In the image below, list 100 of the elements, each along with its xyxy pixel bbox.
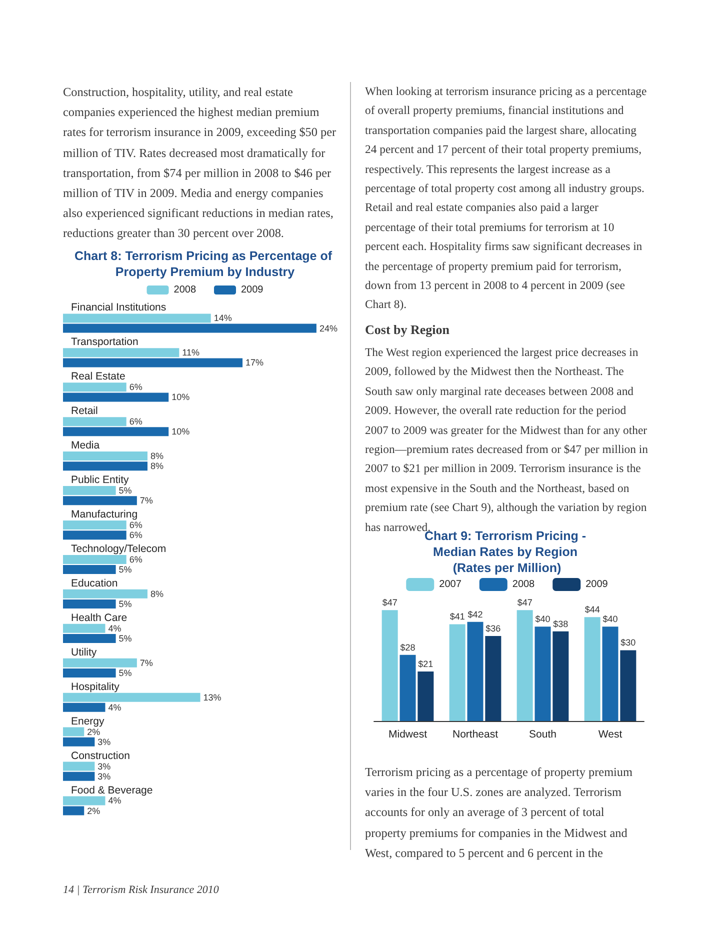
bar [63, 486, 116, 496]
bar [602, 626, 618, 721]
y-tick-label: Health Care [71, 612, 128, 624]
bar [63, 762, 95, 771]
data-label: $40 [535, 614, 550, 624]
data-label: $42 [468, 609, 483, 620]
legend-label: 2009 [586, 579, 608, 590]
y-tick-label: Real Estate [71, 370, 126, 383]
y-tick-label: Energy [71, 715, 106, 728]
bar [63, 668, 116, 678]
bar [516, 610, 533, 721]
data-label: 14% [214, 313, 232, 324]
y-tick-label: Transportation [71, 336, 138, 348]
bar [63, 314, 211, 323]
y-tick-label: Financial Institutions [71, 302, 166, 314]
data-label: 5% [118, 668, 132, 678]
data-label: 24% [319, 323, 338, 334]
y-tick-label: Construction [71, 750, 130, 762]
data-label: 5% [118, 564, 132, 575]
data-label: 6% [129, 416, 142, 427]
bar [63, 496, 137, 506]
data-label: 6% [129, 520, 142, 530]
legend-label: 2007 [439, 579, 462, 590]
data-label: 5% [118, 633, 132, 644]
data-label: $47 [517, 598, 532, 608]
data-label: 8% [150, 461, 164, 472]
data-label: $28 [400, 642, 416, 652]
data-label: 8% [150, 588, 164, 599]
data-label: 6% [129, 382, 142, 392]
bar [485, 636, 502, 721]
text: When looking at terrorism insurance pricing as a percentage of overall property premiums, financial institutions and transportation companies paid the largest share, allocating 24 percent and 17 percent of their total property premiums, respectively. This represents the largest increase as a percentage of total property cost among all industry groups. Retail and real estate companies also paid a larger percentage of their total premiums for terrorism at 10 percent each. Hospitality firms saw significant decreases in the percentage of property premium paid for terrorism, down from 13 percent in 2008 to 4 percent in 2009 (see Chart 8). [365, 85, 647, 312]
legend-label: 2009 [241, 284, 264, 296]
bar [63, 358, 243, 368]
data-label: $30 [620, 638, 636, 648]
x-tick-label: West [598, 728, 622, 740]
y-tick-label: Utility [71, 646, 98, 658]
bar [63, 658, 137, 668]
legend-label: 2008 [174, 284, 196, 296]
data-label: 10% [172, 426, 190, 437]
y-tick-label: Retail [71, 405, 98, 418]
bar [63, 589, 148, 598]
data-label: 10% [172, 392, 190, 402]
x-tick-label: Northeast [452, 728, 498, 740]
bar [63, 452, 148, 461]
data-label: 6% [129, 554, 142, 564]
data-label: 7% [140, 658, 153, 668]
data-label: $36 [486, 624, 501, 634]
text: 14 | Terrorism Risk Insurance 2010 [63, 883, 220, 898]
text: Terrorism pricing as a percentage of property premium varies in the four U.S. zones are analyzed. Terrorism accounts for only an average of 3 percent of total property premiums for companies in the Midwest and West, compared to 5 percent and 6 percent in the [365, 764, 634, 862]
y-tick-label: Technology/Telecom [71, 543, 166, 555]
data-label: $47 [382, 598, 398, 608]
data-label: $38 [553, 618, 568, 629]
x-tick-label: Midwest [388, 728, 428, 740]
bar [63, 462, 148, 471]
data-label: $21 [418, 658, 434, 669]
data-label: 4% [108, 796, 122, 806]
data-label: 7% [140, 496, 153, 506]
y-tick-label: Manufacturing [71, 508, 138, 521]
bar [400, 654, 416, 721]
bar [63, 382, 126, 392]
bar [63, 692, 200, 702]
y-tick-label: Food & Beverage [71, 784, 153, 796]
bar [552, 631, 569, 721]
data-label: 2% [87, 726, 100, 737]
bar [63, 392, 169, 402]
y-tick-label: Education [71, 577, 118, 590]
bar [63, 772, 95, 781]
data-label: 5% [118, 599, 132, 610]
bar [534, 626, 551, 721]
data-label: $41 [450, 612, 465, 622]
bar [63, 324, 316, 333]
bar [620, 650, 636, 721]
bar [63, 634, 116, 643]
bar [63, 737, 95, 746]
bar [63, 806, 84, 816]
data-label: 13% [203, 692, 222, 702]
bar [63, 530, 126, 540]
data-label: 3% [98, 771, 111, 782]
data-label: 6% [129, 530, 142, 540]
bar [63, 702, 106, 712]
data-label: 11% [182, 348, 200, 358]
text: Cost by Region [365, 320, 451, 339]
data-label: 5% [118, 486, 132, 496]
bar [63, 565, 116, 574]
y-tick-label: Media [71, 440, 100, 452]
bar [63, 727, 84, 736]
y-tick-label: Public Entity [71, 474, 130, 486]
bar [63, 796, 106, 806]
legend-label: 2008 [512, 579, 536, 590]
bar [382, 610, 398, 721]
data-label: 2% [87, 806, 100, 816]
data-label: 3% [98, 736, 111, 747]
bar [63, 600, 116, 609]
y-tick-label: Hospitality [71, 680, 120, 693]
chart-title: Chart 8: Terrorism Pricing as Percentage of Property Premium by Industry [74, 249, 336, 279]
data-label: 4% [108, 623, 122, 634]
x-tick-label: South [529, 728, 557, 740]
bar [418, 671, 434, 721]
data-label: 4% [108, 702, 122, 712]
bar [63, 520, 126, 530]
